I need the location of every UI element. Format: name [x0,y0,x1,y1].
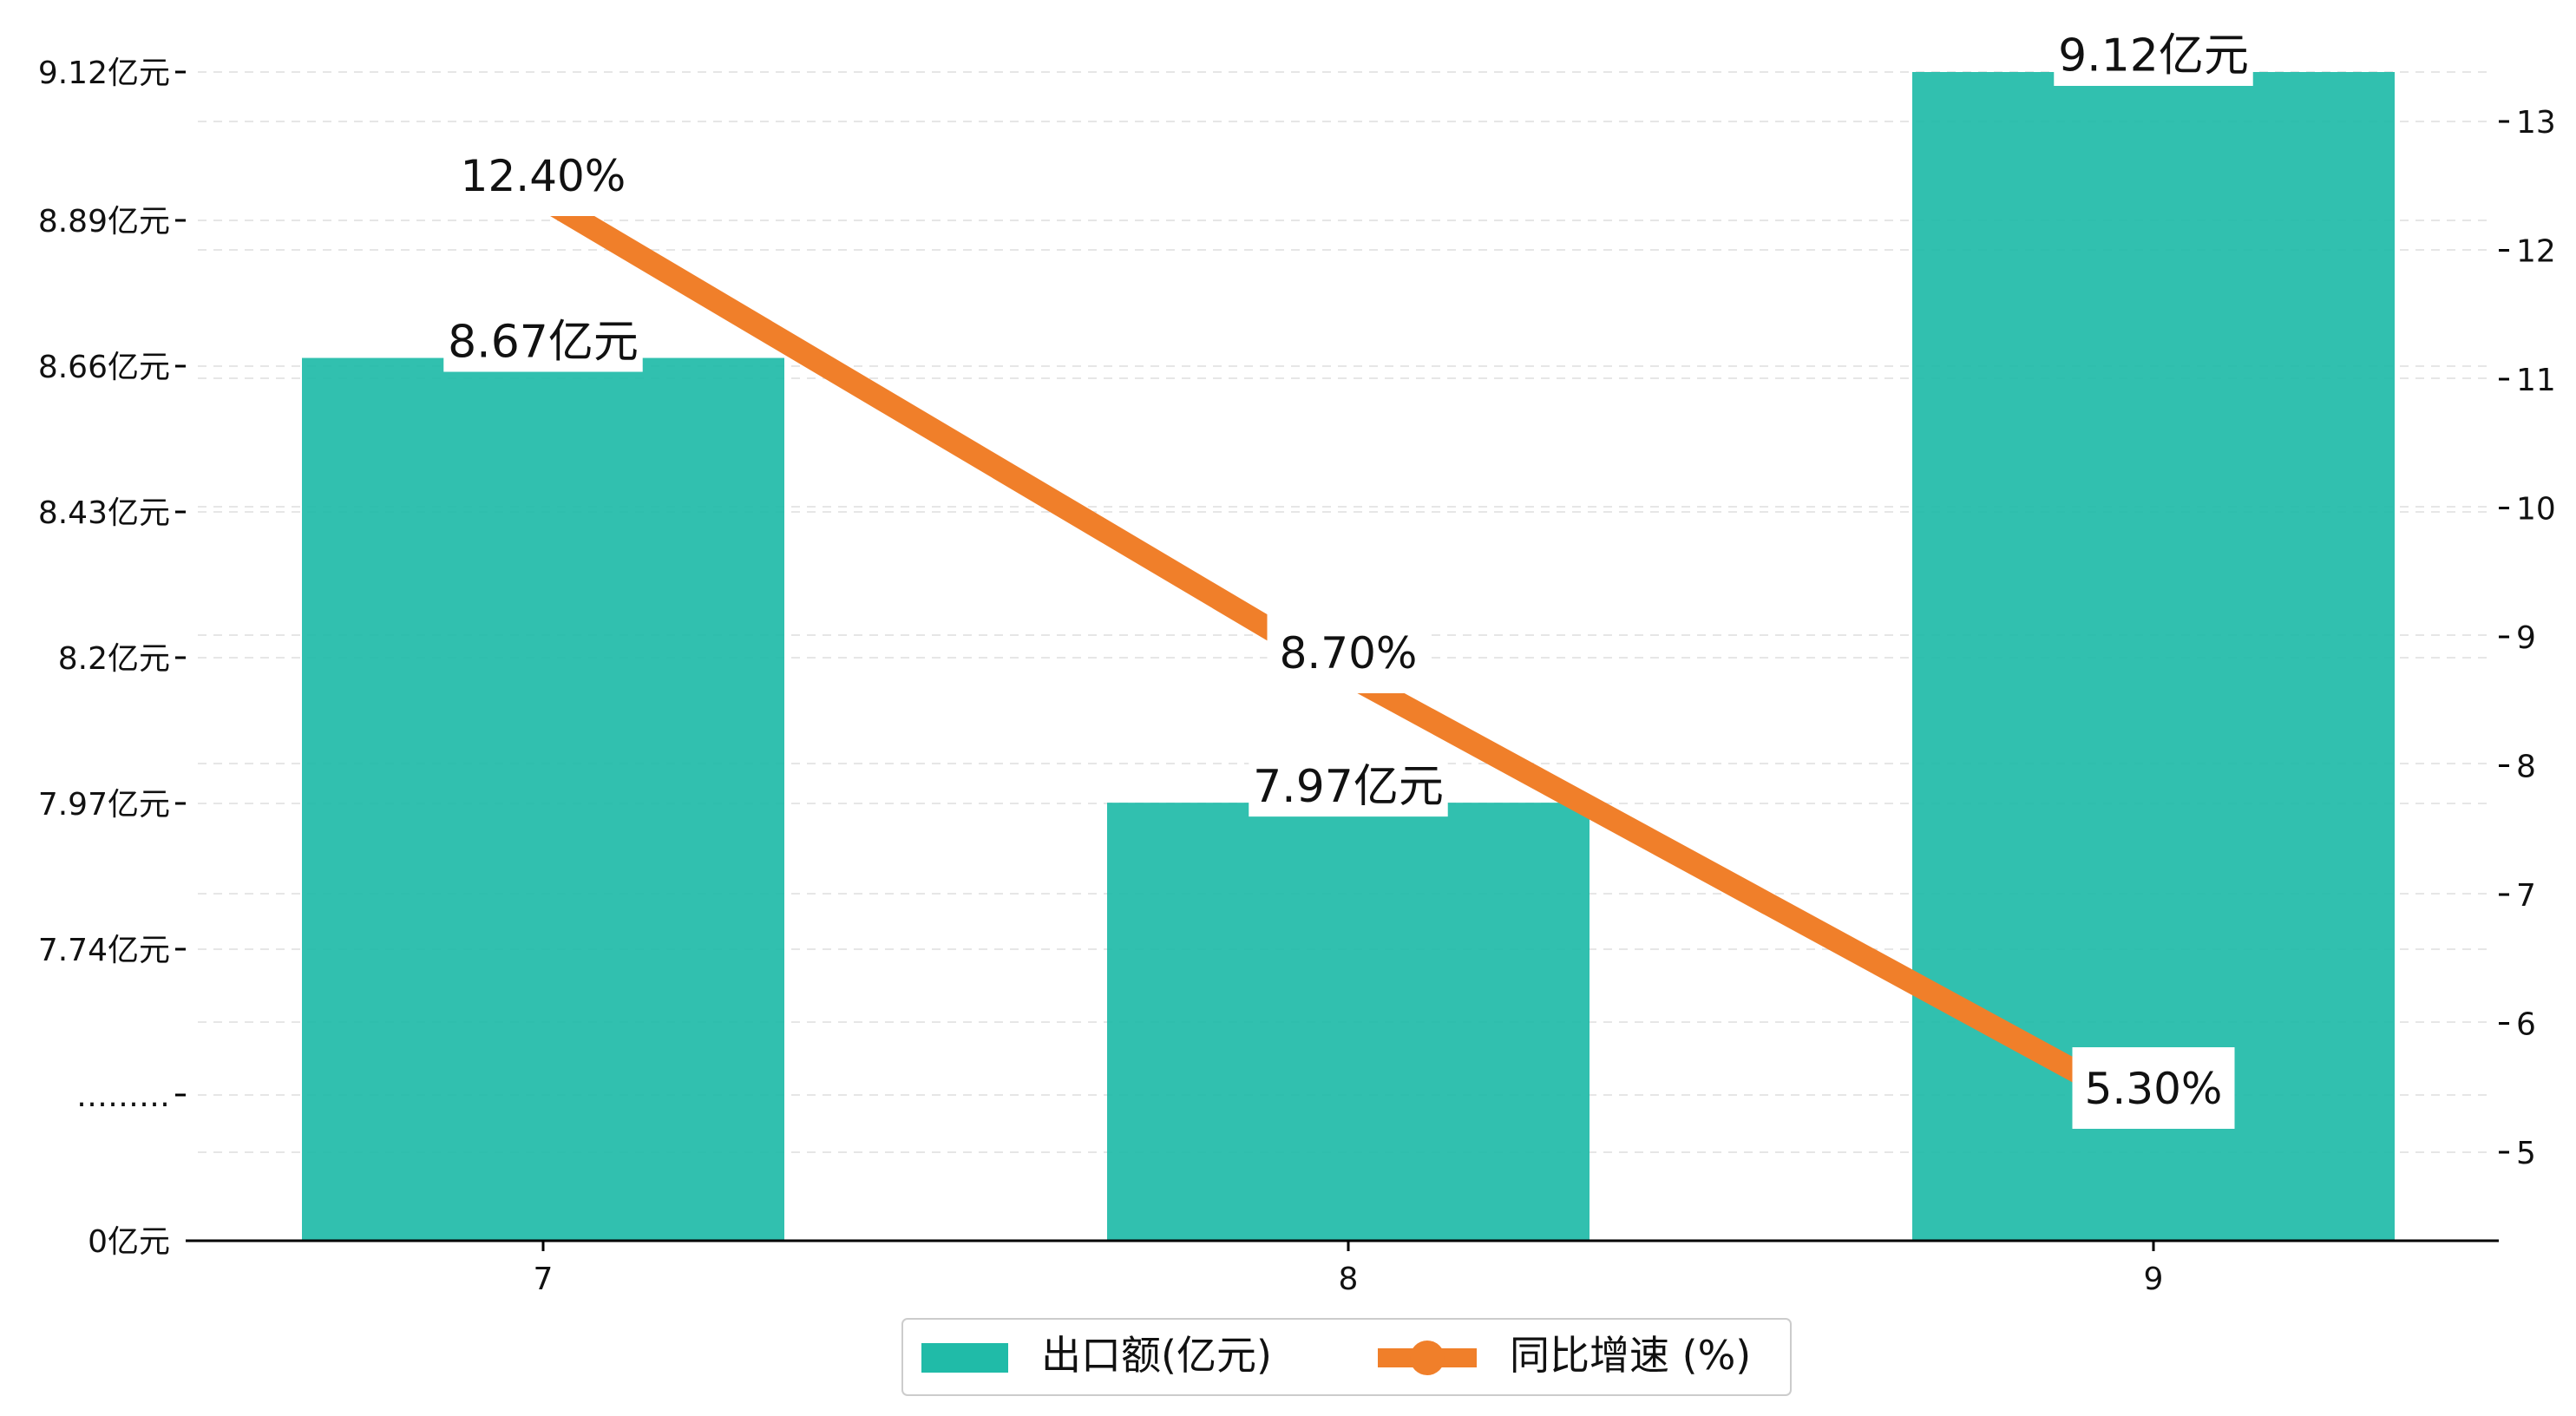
legend-marker-growth [1410,1341,1445,1375]
bar-layer [302,72,2395,1241]
line-value-label: 12.40% [461,151,626,201]
left-tick-label: 8.89亿元 [38,204,170,239]
left-tick-label: 7.97亿元 [38,787,170,823]
bar-export-7 [302,357,784,1241]
right-tick-label: 9 [2516,620,2536,656]
right-tick-label: 10 [2516,492,2556,528]
bar-value-label-box [443,309,643,372]
chart-legend: 出口额(亿元) 同比增速 (%) [901,1318,1792,1396]
line-value-label: 8.70% [1280,628,1418,678]
bar-value-label: 7.97亿元 [1253,761,1444,813]
bar-value-label-box [2054,23,2253,86]
bar-export-8 [1107,803,1590,1241]
line-value-label-box [449,134,638,216]
x-tick-label: 9 [2144,1262,2164,1297]
axis-layer: 0亿元 ……… 7.74亿元 7.97亿元 8.2亿元 8.43亿元 8.66亿元 8.89亿… [38,56,2556,1297]
left-tick-label: 0亿元 [88,1224,170,1260]
x-tick-label: 7 [534,1262,554,1297]
bar-export-9 [1912,72,2395,1241]
line-value-label-box [1267,612,1430,693]
right-tick-label: 5 [2516,1136,2536,1171]
line-value-label-box [2072,1047,2235,1129]
left-tick-label: 8.66亿元 [38,350,170,385]
right-tick-label: 7 [2516,878,2536,914]
bar-value-label-box [1249,754,1448,817]
line-value-label: 5.30% [2085,1064,2223,1114]
left-tick-label: 9.12亿元 [38,56,170,91]
bar-value-label: 8.67亿元 [448,316,639,368]
left-tick-label: 8.2亿元 [58,641,170,677]
right-tick-label: 11 [2516,363,2556,398]
legend-frame [901,1318,1792,1396]
right-tick-label: 6 [2516,1007,2536,1043]
legend-label-growth: 同比增速 (%) [1510,1332,1751,1379]
left-tick-label: 7.74亿元 [38,933,170,968]
left-tick-label: ……… [76,1078,170,1114]
x-tick-label: 8 [1339,1262,1359,1297]
right-tick-label: 12 [2516,234,2556,270]
bar-value-label: 9.12亿元 [2058,30,2249,82]
left-tick-label: 8.43亿元 [38,495,170,531]
legend-label-export: 出口额(亿元) [1041,1332,1272,1379]
label-layer: 8.67亿元 7.97亿元 9.12亿元 12.40% 8.70% 5.30% [443,23,2253,1129]
right-tick-label: 13 [2516,105,2556,141]
legend-swatch-export [921,1343,1008,1373]
right-tick-label: 8 [2516,750,2536,785]
